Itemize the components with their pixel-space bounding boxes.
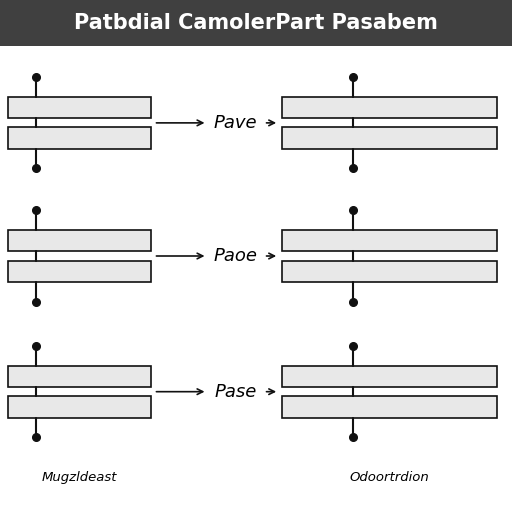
Text: Pave: Pave: [214, 114, 258, 132]
Bar: [282, 396, 497, 418]
Bar: [282, 261, 497, 282]
Text: Odoortrdion: Odoortrdion: [349, 471, 429, 484]
Bar: [8, 366, 151, 387]
Bar: [8, 97, 151, 118]
Bar: [282, 127, 497, 149]
Bar: [282, 97, 497, 118]
Text: Pase: Pase: [215, 382, 257, 401]
Bar: [282, 366, 497, 387]
Bar: [8, 396, 151, 418]
Text: Paoe: Paoe: [214, 247, 258, 265]
Bar: [0, 0, 512, 46]
Bar: [8, 261, 151, 282]
Bar: [8, 230, 151, 251]
Bar: [282, 230, 497, 251]
Text: Mugzldeast: Mugzldeast: [41, 471, 117, 484]
Text: Patbdial CamolerPart Pasabem: Patbdial CamolerPart Pasabem: [74, 13, 438, 33]
Bar: [8, 127, 151, 149]
